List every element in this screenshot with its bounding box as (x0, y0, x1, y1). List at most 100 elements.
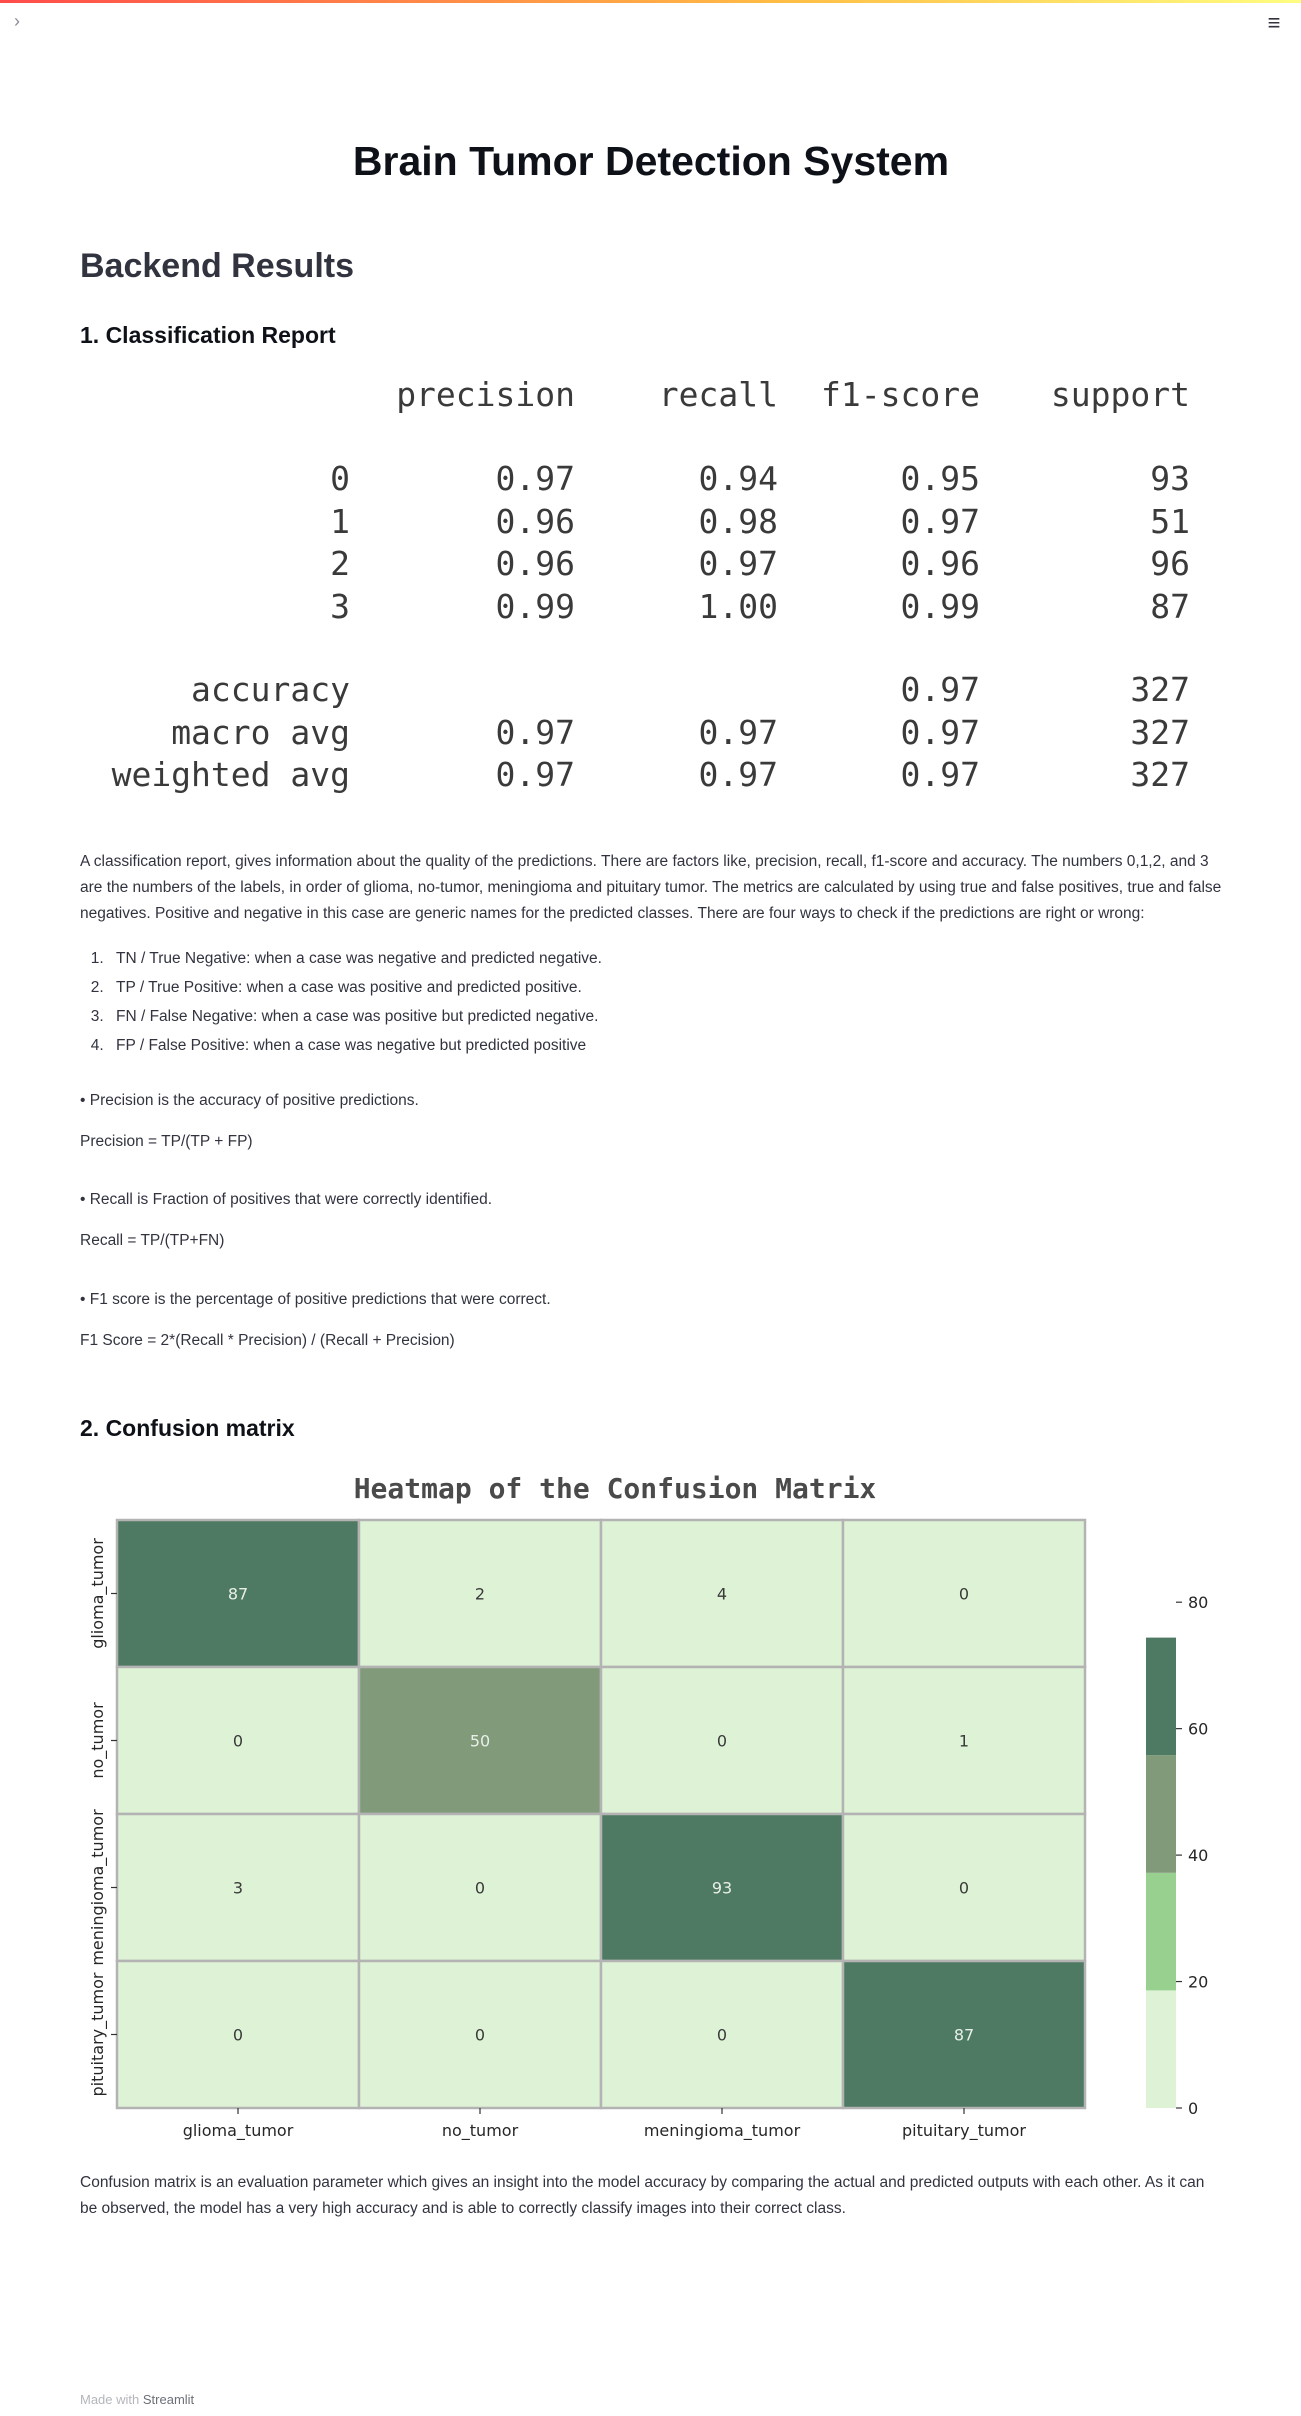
report-summary-cell: 0.97 (495, 712, 575, 752)
section-heading: Backend Results (80, 247, 354, 285)
report-summary-cell: 0.97 (495, 755, 575, 794)
heatmap-cell (841, 1959, 1087, 2110)
report-summary-cell: 0.97 (698, 712, 778, 752)
report-cell: 0.99 (495, 586, 575, 626)
prediction-outcomes-list: TN / True Negative: when a case was nega… (80, 944, 602, 1060)
report-cell: 0.99 (900, 586, 980, 626)
heatmap-cell-value: 0 (959, 1585, 969, 1604)
list-item: FP / False Positive: when a case was neg… (108, 1031, 602, 1060)
x-tick-label: pituitary_tumor (902, 2121, 1026, 2141)
confusion-description: Confusion matrix is an evaluation parame… (80, 2174, 1205, 2217)
streamlit-link[interactable]: Streamlit (142, 2392, 195, 2407)
colorbar-tick-label: 80 (1188, 1593, 1208, 1612)
heatmap-cell (357, 1665, 603, 1816)
report-cell: 2 (330, 544, 350, 583)
heatmap-cell-value: 4 (717, 1585, 727, 1604)
heatmap-cell (115, 1812, 361, 1963)
report-cell: 0.97 (698, 544, 778, 583)
heatmap-cell-value: 0 (717, 2026, 727, 2045)
report-summary-cell: weighted avg (111, 755, 350, 794)
report-cell: 0.96 (495, 501, 575, 541)
report-cell: 0.96 (900, 544, 980, 583)
colorbar-tick-label: 0 (1188, 2099, 1198, 2118)
report-description: A classification report, gives informati… (80, 853, 1222, 922)
classification-report-heading: 1. Classification Report (80, 322, 336, 348)
heatmap-cell-value: 3 (233, 1879, 243, 1898)
report-cell: 3 (330, 586, 350, 626)
x-tick-label: glioma_tumor (183, 2121, 294, 2141)
heatmap-cell (841, 1812, 1087, 1963)
hamburger-menu-icon[interactable]: ≡ (1267, 10, 1281, 35)
footer-prefix: Made with (80, 2392, 140, 2407)
report-cell: 51 (1150, 501, 1190, 541)
colorbar-segment (1146, 1990, 1176, 2108)
report-summary-cell: macro avg (171, 712, 350, 752)
x-tick-label: meningioma_tumor (644, 2121, 801, 2141)
heatmap-cell (115, 1518, 361, 1669)
recall-definition: • Recall is Fraction of positives that w… (80, 1191, 493, 1208)
heatmap-cell (599, 1959, 845, 2110)
report-cell: 96 (1150, 544, 1190, 583)
colorbar-tick-label: 40 (1188, 1846, 1208, 1865)
report-cell: 0.95 (900, 459, 980, 498)
colorbar-segment (1146, 1755, 1176, 1873)
report-summary-cell: 0.97 (900, 712, 980, 752)
confusion-matrix-heatmap: Heatmap of the Confusion Matrix 87 2 4 00 50… (88, 1472, 1208, 2141)
heatmap-cell-value: 0 (475, 2026, 485, 2045)
heatmap-cell-value: 0 (233, 1732, 243, 1751)
chevron-right-icon[interactable]: › (14, 11, 20, 31)
page-title: Brain Tumor Detection System (352, 138, 950, 184)
heatmap-cell (841, 1518, 1087, 1669)
report-column-header: recall (658, 375, 778, 414)
colorbar-segment (1146, 1872, 1176, 1991)
heatmap-cell-value: 50 (470, 1732, 490, 1751)
report-summary-cell: 327 (1130, 755, 1190, 794)
heatmap-cell (599, 1812, 845, 1963)
report-cell: 0.97 (495, 459, 575, 498)
report-summary-cell: 327 (1130, 670, 1190, 709)
heatmap-cell-value: 0 (475, 1879, 485, 1898)
report-cell: 93 (1150, 459, 1190, 498)
heatmap-cell (599, 1665, 845, 1816)
heatmap-cell-value: 0 (717, 1732, 727, 1751)
report-column-header: support (1050, 375, 1190, 414)
recall-formula: Recall = TP/(TP+FN) (80, 1232, 225, 1249)
heatmap-cell (841, 1665, 1087, 1816)
report-summary-cell: 327 (1130, 712, 1190, 752)
top-decoration-bar (0, 0, 1301, 3)
report-cell: 0.97 (900, 501, 980, 541)
list-item: TN / True Negative: when a case was nega… (108, 944, 602, 973)
report-summary-cell: 0.97 (900, 670, 980, 709)
heatmap-cell-value: 0 (959, 1879, 969, 1898)
f1-definition: • F1 score is the percentage of positive… (80, 1291, 551, 1308)
report-cell: 87 (1150, 586, 1190, 626)
report-cell: 0.98 (698, 501, 778, 541)
heatmap-cell (115, 1665, 361, 1816)
report-cell: 0.94 (698, 459, 778, 498)
y-tick-label: no_tumor (88, 1702, 108, 1779)
precision-formula: Precision = TP/(TP + FP) (80, 1133, 253, 1150)
heatmap-cell-value: 87 (228, 1585, 248, 1604)
f1-formula: F1 Score = 2*(Recall * Precision) / (Rec… (80, 1332, 455, 1349)
report-cell: 1.00 (698, 586, 778, 626)
heatmap-cell-value: 93 (712, 1879, 732, 1898)
heatmap-cell-value: 0 (233, 2026, 243, 2045)
colorbar-tick-label: 20 (1188, 1973, 1208, 1992)
colorbar-tick-label: 60 (1188, 1720, 1208, 1739)
x-tick-label: no_tumor (442, 2121, 519, 2141)
report-summary-cell: 0.97 (900, 755, 980, 794)
report-cell: 1 (330, 501, 350, 541)
precision-definition: • Precision is the accuracy of positive … (80, 1092, 419, 1109)
report-cell: 0 (330, 459, 350, 498)
heatmap-cell-value: 1 (959, 1732, 969, 1751)
heatmap-cell-value: 2 (475, 1585, 485, 1604)
y-tick-label: pituitary_tumor (88, 1972, 108, 2096)
report-cell: 0.96 (495, 544, 575, 583)
report-column-header: precision (396, 375, 575, 414)
footer: Made with Streamlit (80, 2392, 194, 2407)
heatmap-cell (115, 1959, 361, 2110)
report-summary-cell: accuracy (191, 670, 350, 709)
confusion-matrix-heading: 2. Confusion matrix (80, 1415, 295, 1441)
list-item: TP / True Positive: when a case was posi… (108, 973, 602, 1002)
y-tick-label: meningioma_tumor (88, 1809, 108, 1966)
